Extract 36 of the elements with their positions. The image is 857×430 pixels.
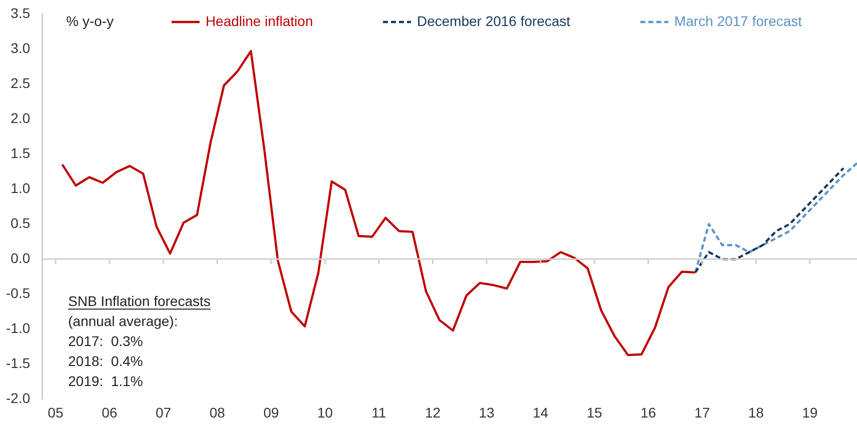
x-tick-label: 14 (532, 404, 548, 420)
y-tick-label: -1.5 (6, 355, 30, 372)
legend-label: March 2017 forecast (674, 12, 802, 29)
annotation: SNB Inflation forecasts (68, 293, 211, 310)
x-tick-label: 07 (156, 404, 172, 420)
y-tick-label: -0.5 (6, 285, 30, 302)
x-tick-label: 11 (372, 404, 386, 420)
x-tick-label: 05 (48, 404, 64, 420)
x-tick-label: 10 (317, 404, 333, 420)
x-tick-label: 19 (802, 404, 818, 420)
x-tick-label: 12 (424, 404, 441, 420)
y-tick-label: -2.0 (6, 390, 30, 406)
y-tick-label: 2.5 (10, 74, 30, 91)
y-tick-label: 3.0 (10, 40, 30, 56)
x-tick-label: 18 (748, 404, 764, 420)
y-tick-label: 0.0 (10, 250, 30, 266)
x-tick-label: 16 (640, 404, 656, 420)
x-tick-label: 17 (694, 404, 710, 420)
y-tick-label: 0.5 (10, 214, 30, 231)
annotation: 2018: 0.4% (68, 353, 143, 370)
legend-label: Headline inflation (206, 12, 313, 29)
y-tick-label: 1.5 (10, 144, 30, 161)
x-tick-label: 09 (263, 404, 280, 420)
x-tick-label: 15 (586, 404, 602, 420)
y-axis-title: % y-o-y (66, 12, 114, 29)
annotation: (annual average): (68, 313, 178, 330)
annotation: 2017: 0.3% (68, 333, 143, 350)
y-tick-label: 3.5 (10, 4, 30, 21)
y-tick-label: 2.0 (10, 110, 30, 126)
x-tick-label: 13 (478, 404, 495, 420)
y-tick-label: 1.0 (10, 180, 30, 196)
y-tick-label: -1.0 (6, 320, 30, 336)
legend-label: December 2016 forecast (416, 12, 570, 29)
annotation: 2019: 1.1% (68, 373, 143, 390)
x-tick-label: 08 (209, 404, 226, 420)
x-tick-label: 06 (102, 404, 118, 420)
